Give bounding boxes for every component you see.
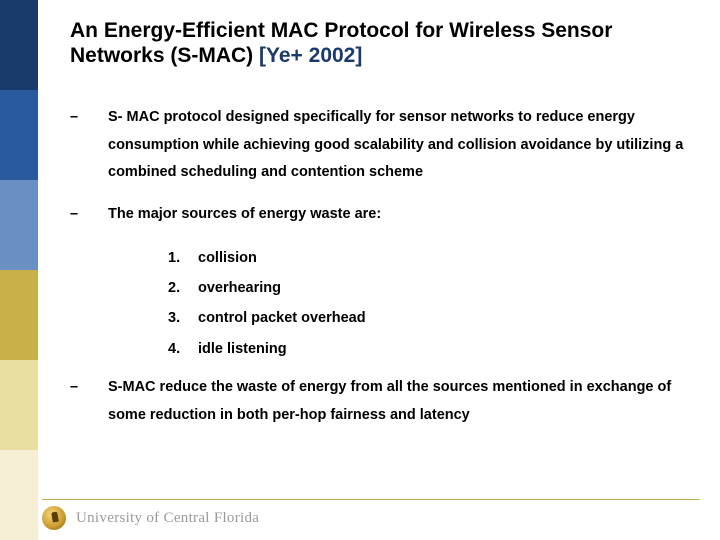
bullet-item: – S- MAC protocol designed specifically … [70, 104, 690, 187]
num-label: 1. [168, 243, 198, 273]
bullet-dash: – [70, 374, 108, 429]
sidebar-band [0, 270, 38, 360]
university-name: University of Central Florida [76, 510, 259, 527]
num-text: overhearing [198, 273, 281, 303]
num-text: idle listening [198, 334, 287, 364]
num-text: collision [198, 243, 257, 273]
footer: University of Central Florida [42, 506, 259, 530]
accent-sidebar [0, 0, 38, 540]
numbered-item: 4. idle listening [168, 334, 690, 364]
num-text: control packet overhead [198, 303, 366, 333]
ucf-logo-icon [42, 506, 66, 530]
slide-title: An Energy-Efficient MAC Protocol for Wir… [70, 18, 690, 68]
num-label: 3. [168, 303, 198, 333]
bullet-item: – The major sources of energy waste are: [70, 201, 690, 229]
bullet-text: S- MAC protocol designed specifically fo… [108, 104, 690, 187]
bullet-list: – S- MAC protocol designed specifically … [70, 104, 690, 429]
bullet-dash: – [70, 104, 108, 187]
numbered-item: 3. control packet overhead [168, 303, 690, 333]
bullet-text: The major sources of energy waste are: [108, 201, 690, 229]
title-reference: [Ye+ 2002] [259, 44, 362, 67]
num-label: 4. [168, 334, 198, 364]
sidebar-band [0, 450, 38, 540]
numbered-item: 1. collision [168, 243, 690, 273]
footer-divider [42, 499, 700, 500]
sidebar-band [0, 0, 38, 90]
bullet-item: – S-MAC reduce the waste of energy from … [70, 374, 690, 429]
sidebar-band [0, 90, 38, 180]
bullet-text: S-MAC reduce the waste of energy from al… [108, 374, 690, 429]
sidebar-band [0, 360, 38, 450]
num-label: 2. [168, 273, 198, 303]
slide-content: An Energy-Efficient MAC Protocol for Wir… [70, 18, 690, 443]
numbered-item: 2. overhearing [168, 273, 690, 303]
numbered-list: 1. collision 2. overhearing 3. control p… [168, 243, 690, 365]
sidebar-band [0, 180, 38, 270]
bullet-dash: – [70, 201, 108, 229]
